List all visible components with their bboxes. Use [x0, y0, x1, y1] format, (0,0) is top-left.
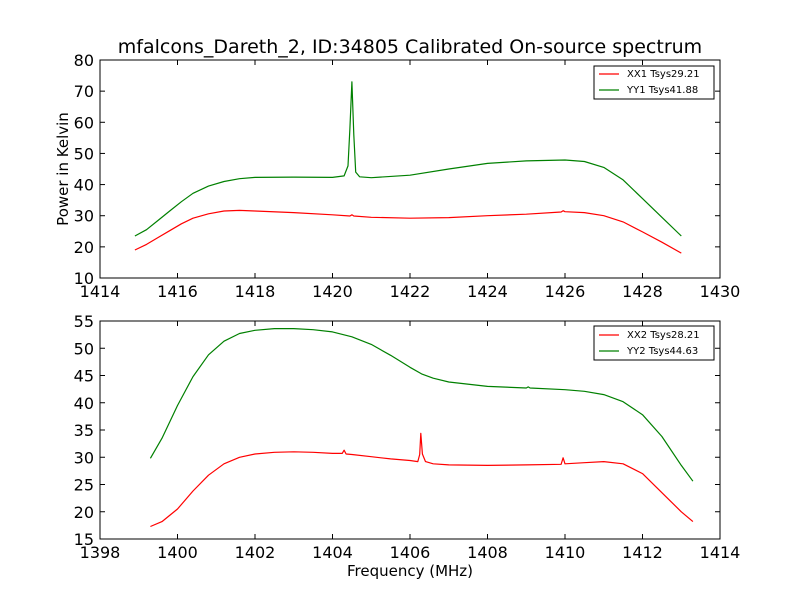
top-y-tick-label: 60	[74, 113, 94, 132]
top-plot-lines	[134, 81, 682, 254]
top-x-tick-label: 1424	[467, 282, 508, 301]
top-y-tick-label: 10	[74, 269, 94, 288]
bottom-x-tick-label: 1406	[390, 543, 431, 562]
bottom-x-tick-label: 1410	[545, 543, 586, 562]
bottom-legend: XX2 Tsys28.21 YY2 Tsys44.63	[593, 325, 715, 361]
top-series-yy-line	[134, 81, 682, 237]
bottom-series-xx-line	[150, 432, 694, 528]
bottom-plot-ticks: 1398 1400 1402 1404 1406 1408 1410 1412 1414 15 20…	[74, 312, 741, 562]
top-x-tick-label: 1416	[157, 282, 198, 301]
bottom-legend-label-xx2: XX2 Tsys28.21	[627, 330, 700, 341]
bottom-plot-lines	[149, 328, 694, 528]
top-legend: XX1 Tsys29.21 YY1 Tsys41.88	[593, 65, 715, 100]
bottom-y-tick-label: 50	[74, 339, 94, 358]
bottom-series-yy-line	[149, 328, 694, 482]
bottom-y-tick-label: 40	[74, 394, 94, 413]
bottom-x-tick-label: 1404	[312, 543, 353, 562]
top-x-tick-label: 1428	[622, 282, 663, 301]
bottom-x-tick-label: 1400	[157, 543, 198, 562]
bottom-legend-box	[593, 325, 715, 361]
bottom-x-tick-label: 1414	[700, 543, 741, 562]
top-y-tick-label: 50	[74, 144, 94, 163]
top-y-tick-label: 40	[74, 176, 94, 195]
top-legend-label-yy1: YY1 Tsys41.88	[626, 85, 698, 96]
top-legend-box	[593, 65, 715, 100]
top-plot-ticks: 1414 1416 1418 1420 1422 1424 1426 1428 1430 10 20…	[74, 51, 741, 301]
bottom-x-tick-label: 1402	[235, 543, 276, 562]
bottom-y-tick-label: 20	[74, 503, 94, 522]
bottom-y-tick-label: 25	[74, 476, 94, 495]
bottom-y-tick-label: 35	[74, 421, 94, 440]
bottom-x-tick-label: 1412	[622, 543, 663, 562]
bottom-plot: 1398 1400 1402 1404 1406 1408 1410 1412 1414 15 20…	[74, 312, 741, 580]
top-x-tick-label: 1426	[545, 282, 586, 301]
bottom-legend-label-yy2: YY2 Tsys44.63	[626, 346, 698, 357]
top-legend-label-xx1: XX1 Tsys29.21	[627, 69, 700, 80]
top-x-tick-label: 1422	[390, 282, 431, 301]
chart-title: mfalcons_Dareth_2, ID:34805 Calibrated O…	[118, 36, 702, 58]
top-y-tick-label: 20	[74, 238, 94, 257]
bottom-y-tick-label: 55	[74, 312, 94, 331]
top-series-xx-line	[134, 209, 682, 254]
bottom-x-tick-label: 1408	[467, 543, 508, 562]
top-y-axis-label: Power in Kelvin	[54, 112, 72, 226]
top-y-tick-label: 80	[74, 51, 94, 70]
top-x-tick-label: 1414	[80, 282, 121, 301]
top-x-tick-label: 1420	[312, 282, 353, 301]
bottom-y-tick-label: 15	[74, 530, 94, 549]
bottom-x-tick-label: 1398	[80, 543, 121, 562]
top-y-tick-label: 70	[74, 82, 94, 101]
bottom-x-axis-label: Frequency (MHz)	[347, 562, 473, 580]
top-plot: 1414 1416 1418 1420 1422 1424 1426 1428 1430 10 20…	[54, 51, 740, 301]
top-y-tick-label: 30	[74, 207, 94, 226]
top-x-tick-label: 1418	[235, 282, 276, 301]
bottom-y-tick-label: 30	[74, 448, 94, 467]
top-x-tick-label: 1430	[700, 282, 741, 301]
bottom-y-tick-label: 45	[74, 367, 94, 386]
